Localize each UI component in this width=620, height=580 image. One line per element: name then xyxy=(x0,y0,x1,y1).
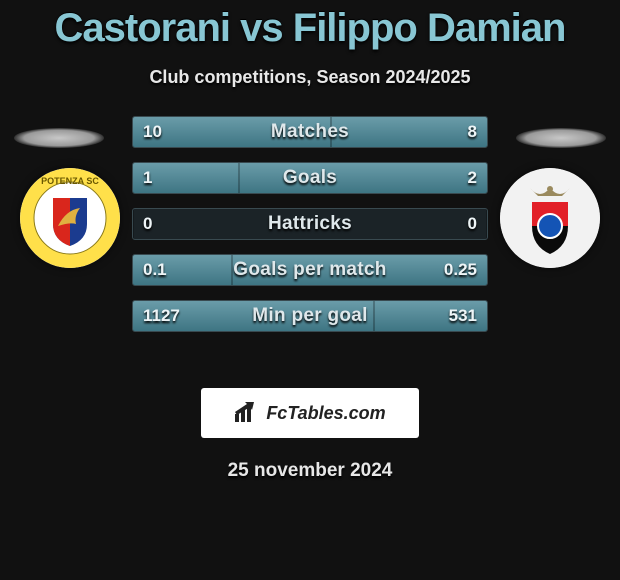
stat-value-right: 0 xyxy=(468,209,477,239)
crest-right xyxy=(500,168,600,268)
bar-fill-right xyxy=(239,163,487,193)
bar-fill-left xyxy=(133,117,331,147)
bar-fill-right xyxy=(374,301,487,331)
bar-fill-left xyxy=(133,163,239,193)
crest-left: POTENZA SC xyxy=(20,168,120,268)
stat-bar: Hattricks0 0 xyxy=(132,208,488,240)
brand-text: FcTables.com xyxy=(266,403,385,424)
casertana-crest-icon xyxy=(500,168,600,268)
stat-bar: Matches108 xyxy=(132,116,488,148)
potenza-crest-icon: POTENZA SC xyxy=(20,168,120,268)
bar-fill-left xyxy=(133,301,374,331)
subtitle: Club competitions, Season 2024/2025 xyxy=(0,67,620,88)
bar-chart-icon xyxy=(234,402,260,424)
stat-bar: Min per goal1127531 xyxy=(132,300,488,332)
svg-text:POTENZA SC: POTENZA SC xyxy=(41,176,99,186)
stat-value-left: 0 xyxy=(143,209,152,239)
pedestal-left xyxy=(14,128,104,148)
bar-fill-right xyxy=(232,255,487,285)
bar-fill-left xyxy=(133,255,232,285)
stat-bars: Matches108 Goals12 Hattricks0 0 Goals per ma… xyxy=(132,116,488,332)
comparison-stage: POTENZA SC Matches108 Goals12 Hattricks0 0 G… xyxy=(0,116,620,376)
bar-fill-left xyxy=(133,209,134,239)
stat-bar: Goals per match0.10.25 xyxy=(132,254,488,286)
bar-fill-right xyxy=(331,117,487,147)
brand-badge: FcTables.com xyxy=(201,388,419,438)
bar-fill-right xyxy=(486,209,487,239)
stat-label: Hattricks xyxy=(133,209,487,239)
pedestal-right xyxy=(516,128,606,148)
page-title: Castorani vs Filippo Damian xyxy=(0,0,620,51)
stat-bar: Goals12 xyxy=(132,162,488,194)
date-text: 25 november 2024 xyxy=(0,460,620,482)
